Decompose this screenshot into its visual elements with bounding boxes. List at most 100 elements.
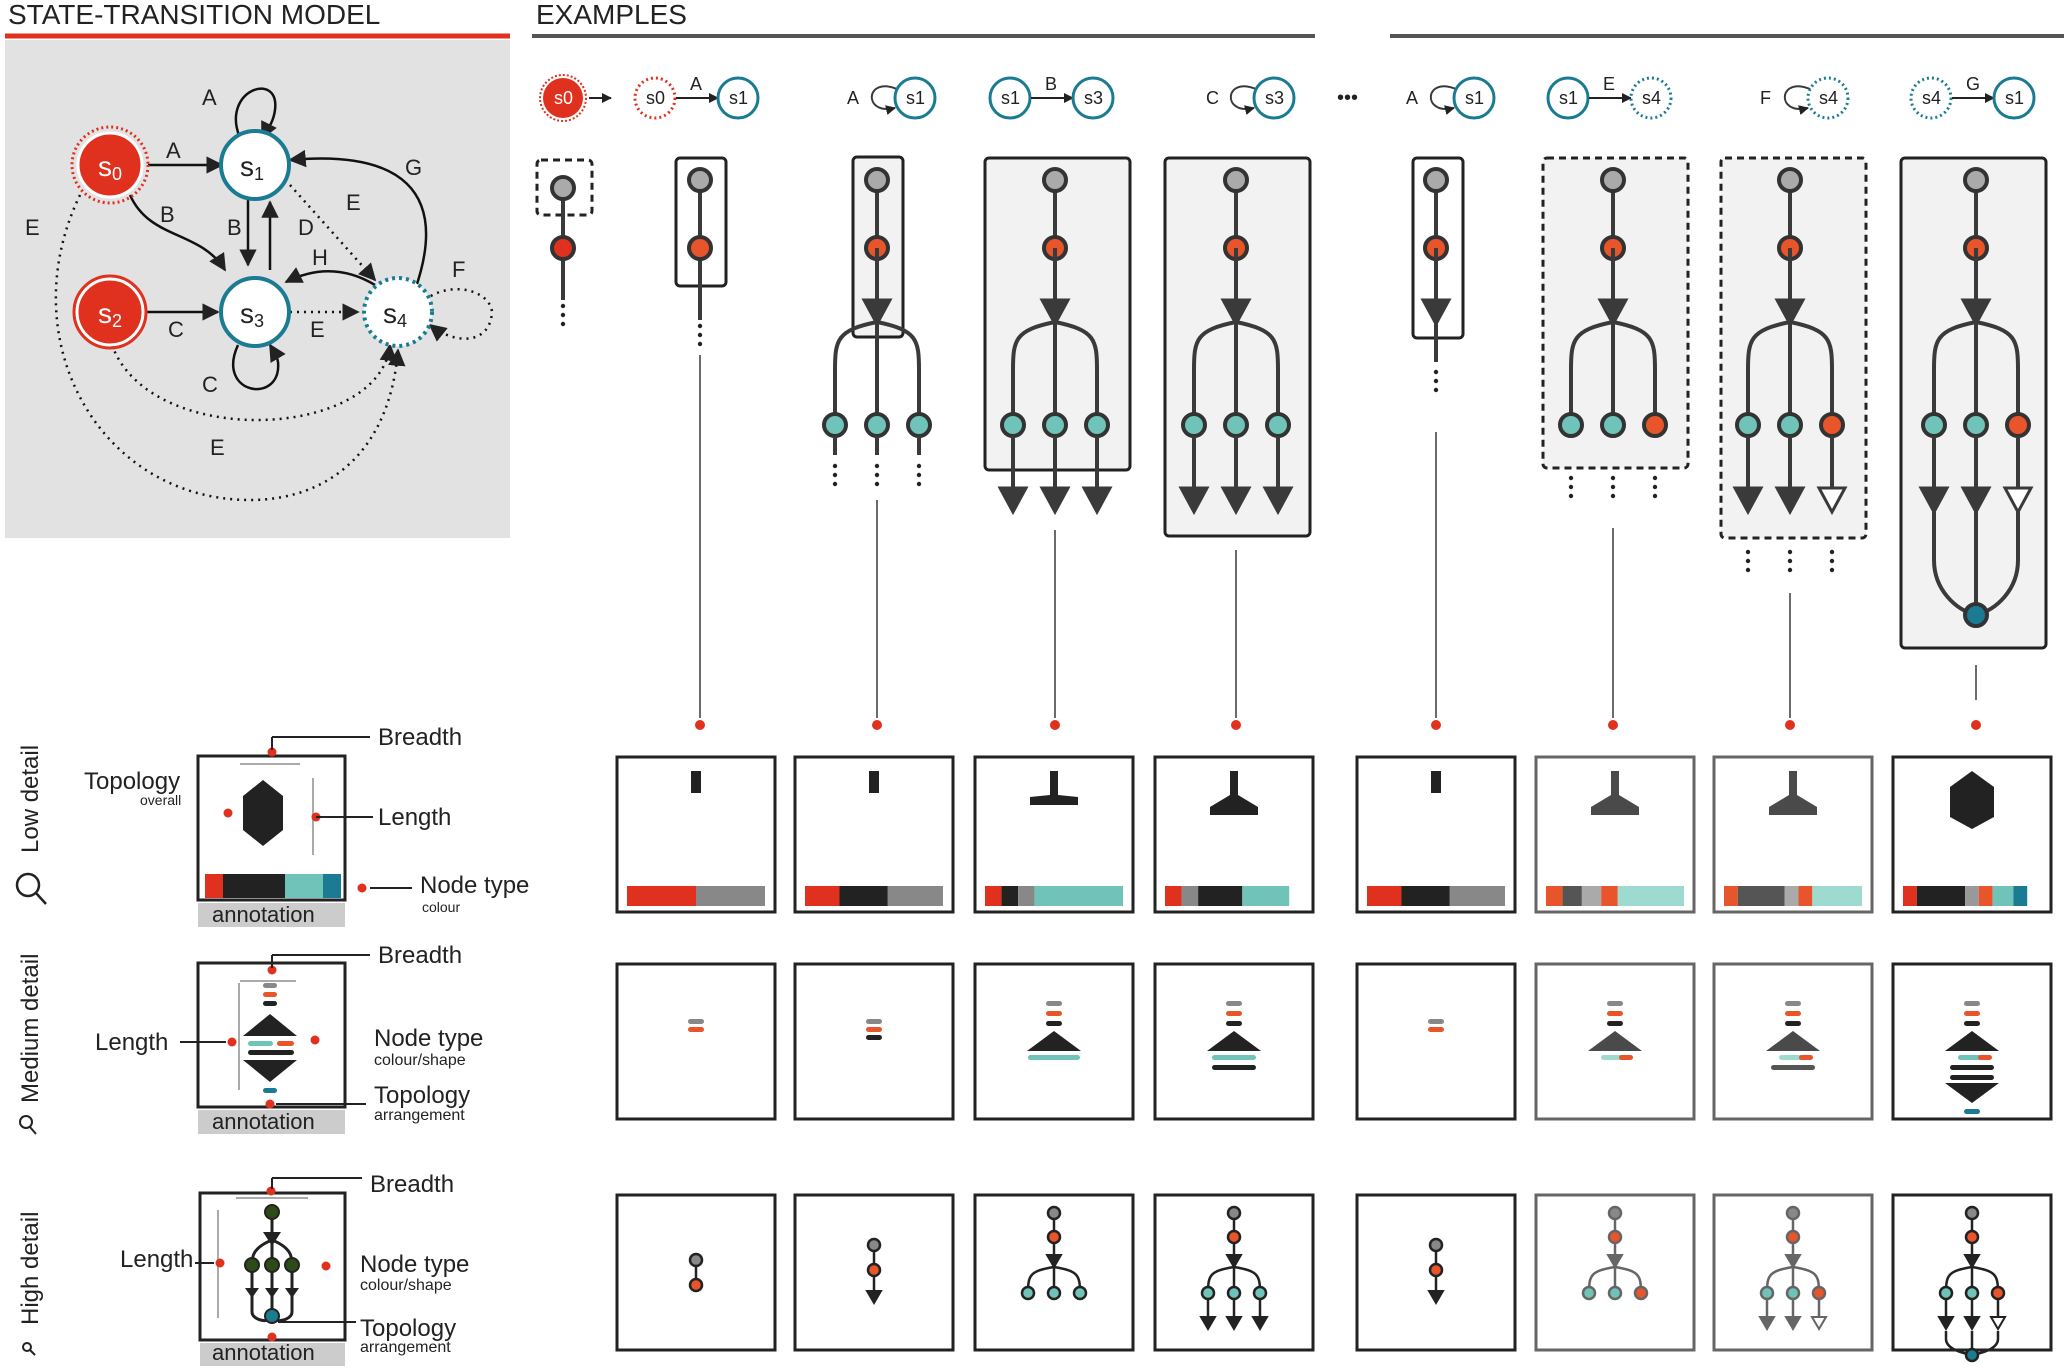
legend-low: Low detail annotation Breadth Topology o… xyxy=(15,724,529,927)
headers: STATE-TRANSITION MODEL EXAMPLES xyxy=(5,0,2064,39)
state-circle xyxy=(1909,76,1953,120)
mini-node xyxy=(866,1237,882,1253)
transition-label: A xyxy=(690,74,702,94)
annotation-segment xyxy=(1198,886,1243,906)
leaf-node xyxy=(1735,412,1761,438)
mini-node xyxy=(1046,1229,1062,1245)
root-node xyxy=(1777,167,1803,193)
node-triangle xyxy=(1766,1031,1820,1051)
annotation-segment xyxy=(1001,886,1019,906)
transition-label: A xyxy=(1406,88,1418,108)
root-node xyxy=(687,167,713,193)
continuation-dot xyxy=(1610,475,1616,481)
topology-label-low: Topology xyxy=(84,768,180,795)
leaf-node xyxy=(1000,412,1026,438)
low-glyph xyxy=(1030,771,1078,805)
continuation-dot xyxy=(697,341,703,347)
arrow-head xyxy=(1178,486,1210,516)
sample-tree-0 xyxy=(535,158,594,327)
magnifier-icon-small xyxy=(22,1342,36,1356)
node-bar xyxy=(1226,1001,1242,1006)
continuation-dot xyxy=(1787,549,1793,555)
sample-tree-2 xyxy=(822,155,932,718)
arrow-head xyxy=(1220,486,1252,516)
low-glyph xyxy=(1591,771,1639,815)
node-bar xyxy=(1226,1021,1242,1026)
sample-tree-8 xyxy=(1899,156,2048,700)
continuation-dot xyxy=(874,472,880,478)
length-label-medium: Length xyxy=(95,1029,168,1056)
annotation-segment xyxy=(1546,886,1563,906)
continuation-dot xyxy=(1829,567,1835,573)
mini-node xyxy=(1964,1285,1980,1301)
edge xyxy=(1011,320,1056,425)
connector-dot xyxy=(1431,720,1441,730)
arrow-head xyxy=(1960,298,1992,328)
mini-node xyxy=(1607,1229,1623,1245)
transition-label: B xyxy=(1045,74,1057,94)
connector-dot xyxy=(695,720,705,730)
detail-box-medium-6 xyxy=(1712,962,1874,1121)
annotation-segment xyxy=(1034,886,1123,906)
detail-box-high-7 xyxy=(1891,1193,2053,1363)
continuation-dot xyxy=(1652,493,1658,499)
mini-node xyxy=(1020,1285,1036,1301)
node-triangle xyxy=(1945,1083,1999,1103)
continuation-dot xyxy=(1568,484,1574,490)
mini-arrow xyxy=(1251,1316,1269,1331)
state-dashed-ring xyxy=(539,74,587,122)
mini-node xyxy=(1607,1205,1623,1221)
mini-node xyxy=(1046,1205,1062,1221)
mini-arrow xyxy=(1225,1254,1243,1269)
leaf-node xyxy=(1642,412,1668,438)
example-header-0: s0 xyxy=(539,74,612,122)
continuation-dot xyxy=(916,472,922,478)
detail-frame xyxy=(793,962,955,1121)
annotation-segment xyxy=(1978,886,1993,906)
node-bar xyxy=(1046,1021,1062,1026)
node-bar xyxy=(1212,1065,1256,1070)
topology-sublabel-medium: arrangement xyxy=(374,1107,465,1124)
edge xyxy=(1054,320,1099,425)
arrow-head xyxy=(1039,298,1071,328)
continuation-dot xyxy=(1568,475,1574,481)
edge xyxy=(833,320,878,425)
arrow-head xyxy=(1597,298,1629,328)
root-node xyxy=(1423,167,1449,193)
mini-node xyxy=(1607,1285,1623,1301)
continuation-dot xyxy=(1745,567,1751,573)
mini-arrow xyxy=(1784,1316,1802,1331)
detail-box-medium-4 xyxy=(1355,962,1517,1121)
side-label-low: Low detail xyxy=(17,745,44,853)
legend-medium: Medium detail annotation Breadth Length … xyxy=(17,942,483,1135)
state-circle xyxy=(716,76,760,120)
leaf-node xyxy=(2005,412,2031,438)
nodetype-sublabel-medium: colour/shape xyxy=(374,1052,466,1069)
arrow-head xyxy=(1732,486,1764,516)
detail-box-medium-1 xyxy=(793,962,955,1121)
annotation-segment xyxy=(1018,886,1035,906)
node-bar xyxy=(1226,1011,1242,1016)
state-label: s1 xyxy=(1465,88,1484,108)
arrow-head xyxy=(1918,486,1950,516)
state-label: s4 xyxy=(1819,88,1838,108)
detail-frame xyxy=(615,962,777,1121)
low-glyph xyxy=(869,771,879,793)
arrow-head xyxy=(1816,486,1848,516)
mini-node xyxy=(1964,1347,1980,1363)
detail-box-medium-0 xyxy=(615,962,777,1121)
annotation-segment xyxy=(985,886,1002,906)
root-node xyxy=(1600,167,1626,193)
arrow-head xyxy=(1262,486,1294,516)
state-label: s3 xyxy=(1265,88,1284,108)
detail-box-low-7 xyxy=(1891,755,2053,914)
leaf-node xyxy=(1600,412,1626,438)
annotation-segment xyxy=(1724,886,1738,906)
mini-arrow xyxy=(1963,1316,1981,1331)
mini-arrow xyxy=(865,1290,883,1305)
transition-label: F xyxy=(1760,88,1771,108)
